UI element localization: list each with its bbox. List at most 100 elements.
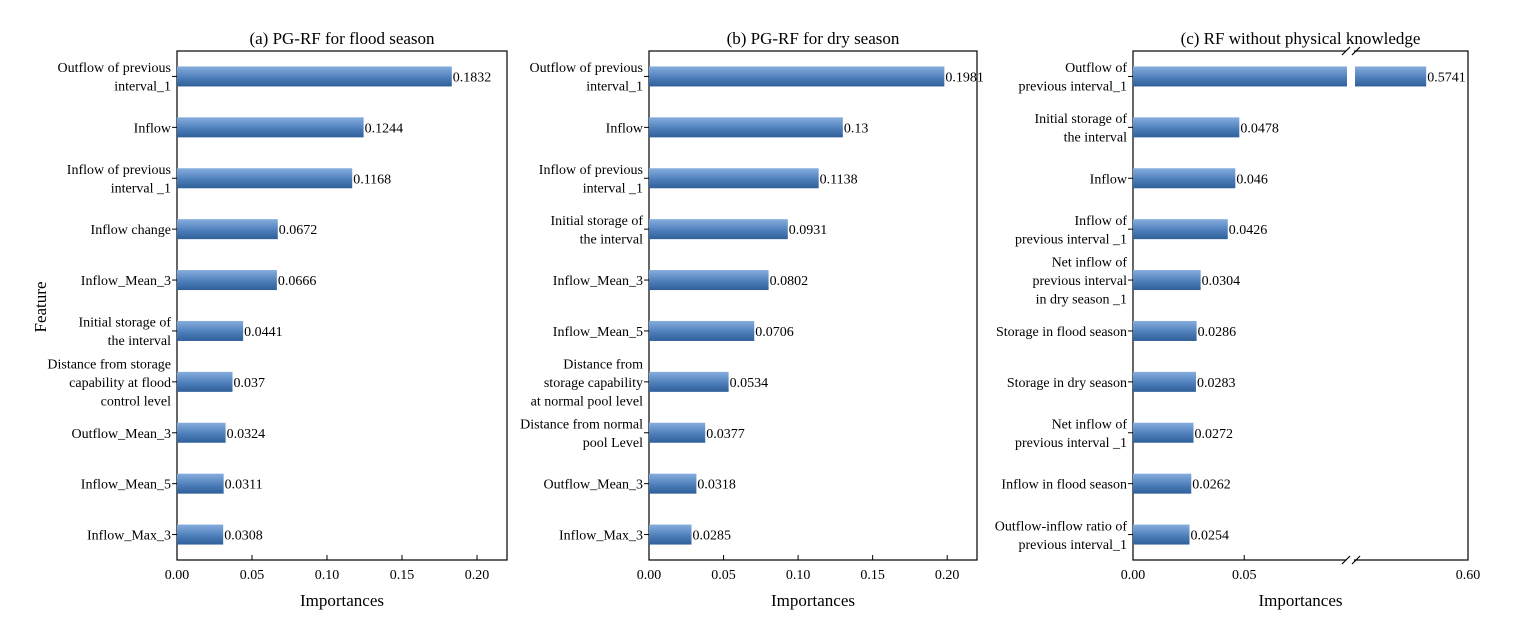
x-tick-label: 0.10: [315, 568, 340, 583]
bar: [649, 524, 692, 545]
category-label-line: previous interval_1: [1019, 538, 1127, 553]
chart-title: (c) RF without physical knowledge: [1181, 29, 1421, 48]
category-label-line: the interval: [108, 334, 171, 349]
data-label: 0.0262: [1192, 478, 1231, 493]
plot-frame: [648, 50, 978, 561]
category-label-line: Inflow_Mean_5: [81, 478, 171, 493]
category-label-line: Distance from: [563, 357, 643, 372]
category-label-line: in dry season _1: [1036, 293, 1127, 308]
axis-break-gap: [1346, 556, 1354, 564]
category-label-line: Storage in flood season: [996, 325, 1127, 340]
data-label: 0.1168: [353, 172, 391, 187]
bar: [177, 473, 224, 494]
data-label: 0.13: [844, 121, 869, 136]
category-label-line: previous interval: [1033, 274, 1128, 289]
bar: [1133, 422, 1194, 443]
category-label-line: Outflow of: [1065, 61, 1127, 76]
bar: [649, 66, 945, 87]
category-label-line: the interval: [1064, 131, 1127, 146]
data-label: 0.1832: [453, 70, 492, 85]
bar: [1133, 168, 1236, 189]
data-label: 0.0706: [755, 325, 794, 340]
axis-break-mark: [1351, 46, 1361, 56]
data-label: 0.0534: [730, 376, 769, 391]
category-label-line: Outflow-inflow ratio of: [995, 519, 1128, 534]
data-label: 0.1138: [820, 172, 858, 187]
category-label: Outflow of previous interval_1: [57, 61, 171, 95]
axis-break-mark: [1341, 46, 1351, 56]
category-label-line: Net inflow of: [1052, 418, 1128, 433]
category-label-line: Inflow: [606, 121, 644, 136]
category-label-line: the interval: [580, 232, 643, 247]
x-tick-label: 0.05: [711, 568, 736, 583]
category-label-line: previous interval _1: [1015, 232, 1127, 247]
category-label-line: previous interval _1: [1015, 436, 1127, 451]
category-label-line: storage capability: [544, 376, 643, 391]
bar-continued: [1355, 66, 1427, 87]
category-label-line: Inflow change: [91, 223, 171, 238]
bar: [1133, 66, 1347, 87]
x-tick-label: 0.15: [390, 568, 415, 583]
chart-panel-c: (c) RF without physical knowledge Importa…: [995, 29, 1480, 610]
category-label: Initial storage of the interval: [550, 214, 643, 248]
category-label: Inflow_Mean_5: [553, 325, 643, 340]
category-label-line: Inflow in flood season: [1001, 478, 1127, 493]
x-tick-label: 0.60: [1456, 568, 1481, 583]
category-label-line: at normal pool level: [531, 394, 643, 409]
data-label: 0.0308: [224, 529, 263, 544]
data-label: 0.0304: [1202, 274, 1241, 289]
bar: [1133, 270, 1201, 291]
category-label: Inflow_Mean_5: [81, 478, 171, 493]
data-label: 0.1244: [365, 121, 404, 136]
category-label-line: Inflow of previous: [67, 163, 171, 178]
data-label: 0.0426: [1229, 223, 1268, 238]
category-label-line: Storage in dry season: [1007, 376, 1127, 391]
data-label: 0.0286: [1198, 325, 1237, 340]
category-label: Inflow of previous interval _1: [1015, 214, 1127, 248]
chart-panels: (a) PG-RF for flood seasonImportances0.0…: [47, 29, 1480, 610]
category-label-line: Inflow: [1090, 172, 1128, 187]
x-axis-label: Importances: [1258, 591, 1342, 610]
category-label-line: Inflow_Mean_5: [553, 325, 643, 340]
category-label: Initial storage of the interval: [1034, 112, 1127, 146]
category-label: Outflow-inflow ratio of previous interval…: [995, 519, 1128, 553]
category-label: Inflow_Mean_3: [553, 274, 643, 289]
category-label: Inflow_Mean_3: [81, 274, 171, 289]
category-label: Inflow change: [91, 223, 171, 238]
bar: [177, 422, 226, 443]
category-label: Outflow of previous interval_1: [529, 61, 643, 95]
category-label-line: pool Level: [583, 436, 643, 451]
category-label-line: Distance from normal: [520, 418, 643, 433]
x-tick-label: 0.00: [637, 568, 662, 583]
x-tick-label: 0.20: [465, 568, 490, 583]
category-label-line: interval_1: [586, 80, 643, 95]
category-label-line: Outflow_Mean_3: [543, 478, 643, 493]
data-label: 0.0311: [225, 478, 263, 493]
category-label-line: Net inflow of: [1052, 256, 1128, 271]
bar: [649, 371, 729, 392]
category-label: Inflow: [134, 121, 172, 136]
data-label: 0.046: [1236, 172, 1268, 187]
bar: [649, 422, 706, 443]
category-label-line: Inflow_Max_3: [559, 529, 643, 544]
data-label: 0.0478: [1240, 121, 1279, 136]
bar: [177, 66, 452, 87]
data-label: 0.1981: [945, 70, 984, 85]
bar: [649, 117, 843, 138]
category-label-line: interval _1: [583, 182, 643, 197]
bar: [1133, 371, 1196, 392]
bar: [177, 371, 233, 392]
x-tick-label: 0.05: [240, 568, 265, 583]
category-label: Net inflow of previous interval _1: [1015, 418, 1127, 452]
bar: [177, 168, 353, 189]
chart-panel-a: (a) PG-RF for flood season Importances 0.0…: [47, 29, 508, 610]
bar: [649, 473, 697, 494]
bar: [177, 270, 277, 291]
category-label-line: Distance from storage: [47, 357, 171, 372]
category-label: Storage in dry season: [1007, 376, 1127, 391]
bar: [1133, 117, 1240, 138]
category-label-line: Outflow of previous: [57, 61, 171, 76]
category-label: Inflow of previous interval _1: [539, 163, 643, 197]
category-label-line: interval_1: [114, 80, 171, 95]
